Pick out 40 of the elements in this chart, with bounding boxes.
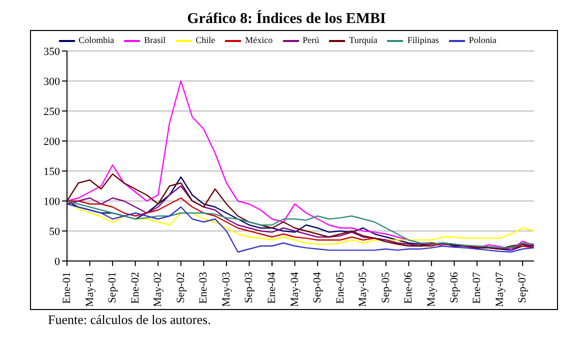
x-tick-label: Ene-02 <box>129 272 142 304</box>
source-note: Fuente: cálculos de los autores. <box>48 312 212 328</box>
x-tick-label: May-04 <box>288 272 301 307</box>
x-tick-label: Sep-05 <box>380 272 392 304</box>
legend-label: Perú <box>302 35 320 46</box>
x-tick-label: May-01 <box>84 272 96 307</box>
x-tick-label: Sep-07 <box>516 272 529 304</box>
x-tick-label: Ene-07 <box>471 272 484 304</box>
y-tick-label: 150 <box>44 166 60 178</box>
y-tick-label: 300 <box>44 76 60 88</box>
legend-label: Colombia <box>78 35 114 46</box>
legend-label: Polonia <box>468 35 496 46</box>
x-tick-label: Sep-04 <box>312 272 324 304</box>
legend-label: México <box>245 35 273 46</box>
chart-title: Gráfico 8: Índices de los EMBI <box>186 9 387 29</box>
x-tick-label: Sep-02 <box>174 272 187 304</box>
legend-label: Turquía <box>349 35 378 46</box>
x-tick-label: Sep-01 <box>106 272 119 304</box>
y-tick-label: 350 <box>44 46 60 58</box>
x-tick-label: May-02 <box>152 272 164 307</box>
x-tick-label: Sep-03 <box>243 272 256 304</box>
x-tick-label: Ene-04 <box>266 272 278 304</box>
x-tick-label: Sep-06 <box>448 272 460 304</box>
y-tick-label: 250 <box>44 106 60 118</box>
y-tick-label: 200 <box>44 136 60 148</box>
legend-label: Filipinas <box>407 35 439 46</box>
x-tick-label: Ene-06 <box>402 272 415 304</box>
y-tick-label: 100 <box>44 196 60 208</box>
legend-label: Chile <box>196 35 216 46</box>
line-series <box>67 80 534 250</box>
x-tick-label: May-07 <box>494 272 506 307</box>
x-tick-label: Ene-03 <box>198 272 210 304</box>
y-tick-label: 50 <box>49 226 60 238</box>
legend-label: Brasil <box>144 35 166 46</box>
x-tick-label: May-03 <box>220 272 232 307</box>
x-tick-label: May-05 <box>357 272 370 307</box>
x-tick-label: Ene-01 <box>61 272 73 304</box>
y-tick-label: 0 <box>54 256 60 268</box>
x-tick-label: May-06 <box>425 272 438 307</box>
x-tick-label: Ene-05 <box>334 272 346 304</box>
